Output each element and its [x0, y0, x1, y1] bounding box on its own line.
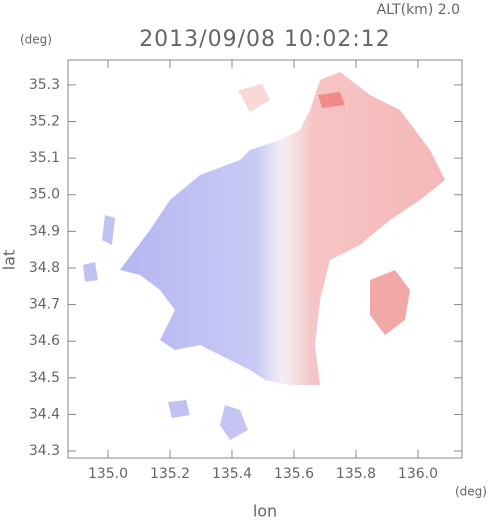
x-tick-label: 136.0 — [398, 466, 438, 482]
region — [238, 84, 270, 112]
y-axis-label: lat — [0, 250, 19, 271]
x-tick-label: 135.0 — [88, 466, 128, 482]
y-tick-label: 34.7 — [29, 297, 60, 313]
region — [220, 405, 248, 440]
y-tick-label: 34.4 — [29, 406, 60, 422]
x-tick-label: 135.4 — [212, 466, 252, 482]
y-tick-label: 34.8 — [29, 260, 60, 276]
x-axis-label: lon — [253, 502, 277, 521]
y-tick-label: 34.3 — [29, 443, 60, 459]
x-tick-label: 135.8 — [336, 466, 376, 482]
region — [83, 262, 98, 282]
y-tick-label: 34.9 — [29, 223, 60, 239]
y-tick-label: 34.6 — [29, 333, 60, 349]
region — [370, 270, 410, 335]
y-tick-label: 34.5 — [29, 370, 60, 386]
plot-frame — [67, 59, 463, 459]
x-unit: (deg) — [455, 485, 487, 499]
altitude-label: ALT(km) 2.0 — [377, 2, 460, 18]
x-tick-label: 135.6 — [274, 466, 314, 482]
region — [168, 400, 190, 418]
y-unit: (deg) — [20, 33, 52, 47]
y-tick-label: 35.0 — [29, 187, 60, 203]
y-tick-label: 35.2 — [29, 114, 60, 130]
region — [120, 72, 445, 385]
velocity-field — [83, 72, 445, 440]
region — [318, 92, 345, 108]
chart-title: 2013/09/08 10:02:12 — [139, 27, 391, 52]
y-tick-label: 35.1 — [29, 150, 60, 166]
x-tick-label: 135.2 — [150, 466, 190, 482]
region — [102, 215, 115, 245]
y-tick-label: 35.3 — [29, 77, 60, 93]
